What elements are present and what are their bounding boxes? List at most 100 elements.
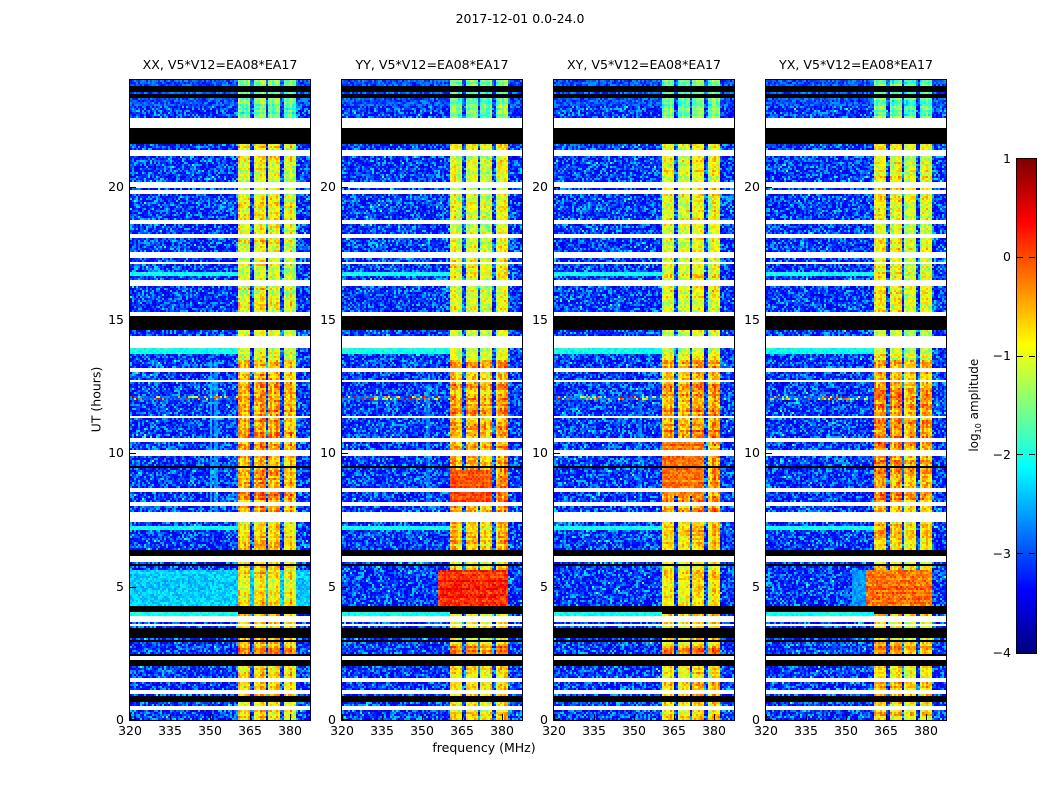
panel-title-YX: YX, V5*V12=EA08*EA17 [779,57,933,72]
x-axis-label: frequency (MHz) [432,740,536,755]
y-tick-mark [130,186,136,188]
y-tick-label: 0 [116,712,124,727]
x-tick-label: 320 [118,723,142,738]
y-tick-mark [342,586,348,588]
colorbar-gradient [1017,159,1036,653]
panel-frame-YY [341,79,523,721]
x-tick-mark [846,714,847,720]
panel-title-YY: YY, V5*V12=EA08*EA17 [355,57,509,72]
y-tick-mark [554,453,560,455]
colorbar-label: log10 amplitude [967,335,983,475]
y-tick-label: 5 [752,578,760,594]
y-tick-mark [554,186,560,188]
y-tick-mark [766,586,772,588]
y-tick-label: 15 [108,312,124,327]
colorbar-tick-mark [1017,256,1023,258]
x-tick-label: 350 [622,723,646,738]
x-tick-mark [382,714,383,720]
colorbar-tick-mark [1029,256,1035,258]
spectrogram-canvas-YY [342,80,522,720]
y-tick-mark [342,453,348,455]
y-tick-label: 10 [532,445,548,461]
x-tick-label: 335 [370,723,394,738]
y-tick-label: 0 [752,712,760,727]
colorbar-tick-label: −4 [992,644,1011,660]
x-tick-label: 350 [410,723,434,738]
y-tick-mark [130,719,136,720]
y-tick-mark [554,320,560,321]
x-tick-label: 380 [914,723,938,738]
colorbar-tick-mark [1017,553,1023,555]
y-tick-mark [130,586,136,588]
x-tick-mark [170,714,171,720]
y-tick-mark [554,719,560,720]
panel-frame-XX [129,79,311,721]
x-tick-mark [462,714,463,720]
x-tick-label: 320 [754,723,778,738]
y-tick-label: 0 [328,712,336,727]
x-tick-mark [634,714,635,720]
panel-frame-YX [765,79,947,721]
x-tick-mark [422,714,423,720]
y-tick-label: 5 [116,578,124,594]
x-tick-label: 380 [490,723,514,738]
colorbar-tick-mark [1029,454,1035,456]
spectrogram-canvas-YX [766,80,946,720]
spectrogram-canvas-XX [130,80,310,720]
y-tick-label: 5 [328,578,336,594]
x-tick-mark [766,714,767,720]
x-tick-mark [502,714,503,720]
y-tick-mark [554,586,560,588]
panel-frame-XY [553,79,735,721]
colorbar-tick-mark [1017,355,1023,357]
x-tick-label: 365 [238,723,262,738]
x-tick-mark [674,714,675,720]
colorbar-label-pre: log [966,433,981,452]
y-tick-label: 5 [540,578,548,594]
x-tick-mark [554,714,555,720]
x-tick-mark [714,714,715,720]
y-tick-label: 20 [744,178,760,194]
x-tick-mark [130,714,131,720]
x-tick-mark [806,714,807,720]
x-tick-mark [342,714,343,720]
x-tick-mark [210,714,211,720]
x-tick-label: 350 [198,723,222,738]
colorbar-tick-mark [1029,553,1035,555]
y-tick-mark [130,453,136,455]
x-tick-mark [926,714,927,720]
spectrogram-canvas-XY [554,80,734,720]
colorbar-tick-mark [1017,454,1023,456]
y-tick-mark [766,453,772,455]
y-tick-label: 0 [540,712,548,727]
y-tick-mark [766,320,772,321]
x-tick-label: 365 [874,723,898,738]
x-tick-label: 335 [158,723,182,738]
y-tick-label: 15 [532,312,548,327]
x-tick-label: 365 [450,723,474,738]
y-tick-label: 20 [320,178,336,194]
figure-title: 2017-12-01 0.0-24.0 [455,11,585,26]
panel-title-XY: XY, V5*V12=EA08*EA17 [567,57,721,72]
panel-title-XX: XX, V5*V12=EA08*EA17 [142,57,298,72]
x-tick-mark [290,714,291,720]
y-tick-label: 20 [108,178,124,194]
colorbar-tick-label: −1 [992,348,1011,364]
colorbar-tick-mark [1029,355,1035,357]
x-tick-mark [250,714,251,720]
colorbar [1016,158,1037,654]
x-tick-label: 335 [794,723,818,738]
x-tick-mark [886,714,887,720]
x-tick-label: 380 [702,723,726,738]
x-tick-label: 320 [330,723,354,738]
y-tick-mark [766,719,772,720]
x-tick-label: 350 [834,723,858,738]
x-tick-label: 380 [278,723,302,738]
colorbar-tick-label: 0 [1003,249,1011,265]
y-tick-label: 15 [320,312,336,327]
colorbar-tick-label: 1 [1003,150,1011,166]
y-tick-label: 10 [108,445,124,461]
y-tick-mark [342,320,348,321]
colorbar-tick-label: −2 [992,446,1011,462]
